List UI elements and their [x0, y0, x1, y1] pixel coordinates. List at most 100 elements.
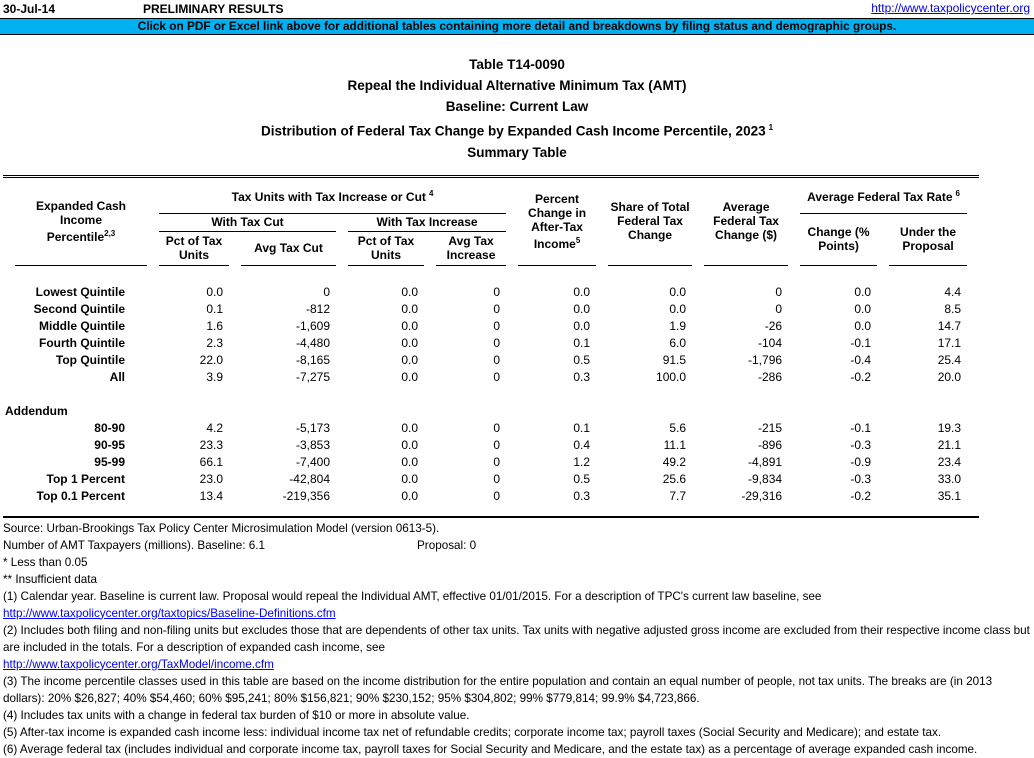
table-cell: 6.0: [669, 336, 687, 350]
row-label: 90-95: [94, 438, 125, 452]
table-row: Top 1 Percent 23.0 -42,804 0.0 0 0.5 25.6 -9,83…: [15, 471, 967, 488]
row-label: Middle Quintile: [39, 319, 125, 333]
table-cell: 0.3: [573, 370, 591, 384]
spacer-cell: [15, 505, 967, 516]
row-label: Top 0.1 Percent: [36, 489, 125, 503]
table-cell: 0: [775, 302, 783, 316]
table-cell: -7,400: [295, 455, 330, 469]
table-row: Second Quintile 0.1 -812 0.0 0 0.0 0.0 0 0.0 8.5: [15, 301, 967, 318]
table-cell: 0.1: [206, 302, 223, 316]
table-cell: 0: [493, 302, 501, 316]
table-cell: 11.1: [663, 438, 687, 452]
top-bar: 30-Jul-14 PRELIMINARY RESULTS http://www…: [0, 0, 1034, 18]
table-cell: 4.4: [944, 285, 962, 299]
summary-table-container: Expanded Cash Income Percentile2,3 Tax U…: [3, 174, 979, 518]
info-banner: Click on PDF or Excel link above for add…: [0, 18, 1034, 35]
spacer-cell: [15, 266, 967, 284]
table-cell: 100.0: [656, 370, 687, 384]
table-cell: 2.3: [206, 336, 223, 350]
table-cell: -26: [764, 319, 783, 333]
column-header-pct-of-tax-units-increase: Pct of Tax Units: [348, 232, 424, 266]
table-cell: -5,173: [295, 421, 330, 435]
footnote-link-line: http://www.taxpolicycenter.org/TaxModel/…: [3, 656, 1034, 673]
table-row: 90-95 23.3 -3,853 0.0 0 0.4 11.1 -896 -0.3 21.1: [15, 437, 967, 454]
footnote-text: (4) Includes tax units with a change in …: [3, 708, 470, 722]
table-row: Lowest Quintile 0.0 0 0.0 0 0.0 0.0 0 0.0 4.4: [15, 284, 967, 301]
date-label: 30-Jul-14: [3, 2, 56, 16]
table-row: 80-90 4.2 -5,173 0.0 0 0.1 5.6 -215 -0.1 19.3: [15, 420, 967, 437]
table-cell: 0.0: [401, 285, 418, 299]
footer: Source: Urban-Brookings Tax Policy Cente…: [0, 520, 1034, 758]
table-cell: 0: [493, 353, 501, 367]
table-cell: 0.0: [401, 421, 418, 435]
table-cell: 33.0: [937, 472, 962, 486]
column-header-pct-of-tax-units-cut: Pct of Tax Units: [159, 232, 229, 266]
table-body: Lowest Quintile 0.0 0 0.0 0 0.0 0.0 0 0.0 4.4 Seco…: [5, 266, 967, 516]
table-cell: 0.0: [401, 336, 418, 350]
group-header-average-federal-tax-rate: Average Federal Tax Rate 6: [800, 178, 968, 214]
footnotes: (1) Calendar year. Baseline is current l…: [3, 588, 1034, 758]
row-label: Second Quintile: [33, 302, 125, 316]
spacer-row: [15, 266, 967, 284]
table-cell: -4,891: [748, 455, 783, 469]
table-cell: 0: [493, 319, 501, 333]
header-row-subgroups: With Tax Cut With Tax Increase Change (%…: [15, 214, 968, 266]
table-row: Fourth Quintile 2.3 -4,480 0.0 0 0.1 6.0 -104 -0…: [15, 335, 967, 352]
table-cell: 17.1: [937, 336, 962, 350]
table-row: All 3.9 -7,275 0.0 0 0.3 100.0 -286 -0.2 20.0: [15, 369, 967, 386]
row-label: Top 1 Percent: [46, 472, 125, 486]
table-number-title: Table T14-0090: [469, 57, 565, 72]
table-cell: -0.2: [850, 489, 872, 503]
table-cell: 0: [775, 285, 783, 299]
table-cell: 21.1: [937, 438, 962, 452]
table-cell: 0.0: [573, 302, 591, 316]
preliminary-results-label: PRELIMINARY RESULTS: [143, 2, 284, 16]
table-cell: 1.2: [573, 455, 591, 469]
group-header-tax-units-increase-or-cut: Tax Units with Tax Increase or Cut 4: [159, 178, 507, 214]
table-cell: 0.0: [401, 353, 418, 367]
table-cell: -215: [758, 421, 783, 435]
row-label: 80-90: [94, 421, 125, 435]
table-cell: -4,480: [295, 336, 330, 350]
table-header: Expanded Cash Income Percentile2,3 Tax U…: [15, 178, 968, 266]
table-row: 95-99 66.1 -7,400 0.0 0 1.2 49.2 -4,891 -0.9 23.4: [15, 454, 967, 471]
source-note: Source: Urban-Brookings Tax Policy Cente…: [3, 521, 440, 535]
row-label: Top Quintile: [55, 353, 125, 367]
table-cell: -104: [758, 336, 783, 350]
table-cell: -0.3: [850, 438, 872, 452]
table-cell: 0.0: [401, 370, 418, 384]
addendum-label: Addendum: [5, 404, 68, 418]
table-cell: 0: [493, 285, 501, 299]
table-cell: -8,165: [295, 353, 330, 367]
less-than-note: * Less than 0.05: [3, 555, 88, 569]
amt-baseline-label: Number of AMT Taxpayers (millions). Base…: [3, 538, 265, 552]
table-cell: -896: [758, 438, 783, 452]
footnote-link[interactable]: http://www.taxpolicycenter.org/taxtopics…: [3, 606, 336, 620]
table-cell: 23.0: [199, 472, 223, 486]
table-cell: -3,853: [295, 438, 330, 452]
footnote-text: (1) Calendar year. Baseline is current l…: [3, 589, 822, 603]
column-header-share-of-total-federal-tax-change: Share of Total Federal Tax Change: [608, 178, 693, 266]
title-footnote-marker: 1: [768, 123, 774, 132]
column-header-average-federal-tax-change: Average Federal Tax Change ($): [704, 178, 789, 266]
spacer-row: [15, 505, 967, 516]
proposal-title: Repeal the Individual Alternative Minimu…: [347, 78, 687, 93]
table-cell: 0.0: [669, 285, 687, 299]
taxpolicycenter-link[interactable]: http://www.taxpolicycenter.org: [871, 1, 1030, 15]
table-cell: 0: [323, 285, 330, 299]
amt-proposal-label: Proposal: 0: [417, 538, 477, 552]
footnote-text: (6) Average federal tax (includes indivi…: [3, 742, 978, 756]
footnote-link[interactable]: http://www.taxpolicycenter.org/TaxModel/…: [3, 657, 274, 671]
table-cell: -812: [305, 302, 330, 316]
table-cell: -0.4: [850, 353, 872, 367]
footnote-link-line: http://www.taxpolicycenter.org/taxtopics…: [3, 605, 1034, 622]
table-cell: 23.3: [199, 438, 223, 452]
table-cell: -1,609: [295, 319, 330, 333]
table-cell: 25.6: [662, 472, 687, 486]
table-cell: 0.5: [573, 353, 591, 367]
table-cell: 49.2: [662, 455, 687, 469]
amt-taxpayers-note: Number of AMT Taxpayers (millions). Base…: [3, 537, 1034, 554]
table-cell: 0: [493, 472, 501, 486]
table-cell: 3.9: [206, 370, 223, 384]
header-row-groups: Expanded Cash Income Percentile2,3 Tax U…: [15, 178, 968, 266]
